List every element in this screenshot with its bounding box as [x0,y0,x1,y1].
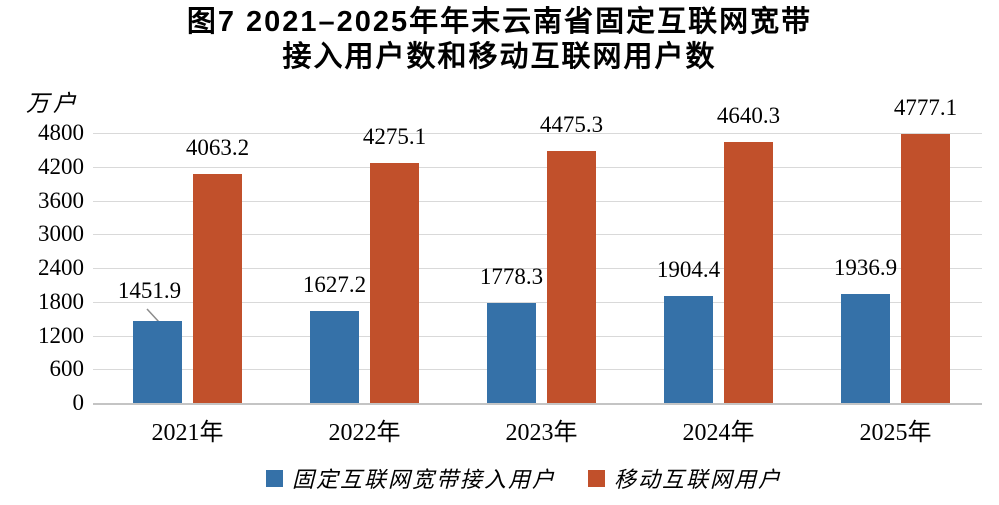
x-axis-label-2024年: 2024年 [682,420,755,446]
y-tick-label-600: 600 [49,356,85,381]
bar-mobile-internet-2025年 [901,134,950,403]
y-tick-label-1800: 1800 [38,289,84,314]
bar-value-label-mobile-2021年: 4063.2 [185,135,250,161]
x-axis-label-2021年: 2021年 [151,420,224,446]
gridline-2400 [93,268,982,269]
y-tick-label-3000: 3000 [38,221,84,246]
bar-mobile-internet-2023年 [547,151,596,403]
x-axis-label-2022年: 2022年 [328,420,401,446]
legend-label-fixed-broadband: 固定互联网宽带接入用户 [292,467,557,492]
bar-value-label-mobile-2022年: 4275.1 [362,123,427,149]
gridline-4800 [93,133,982,134]
chart-title-line-1: 图7 2021–2025年年末云南省固定互联网宽带 [186,6,813,38]
y-tick-label-4800: 4800 [38,120,84,145]
bar-fixed-broadband-2025年 [841,294,890,403]
gridline-1800 [93,302,982,303]
bar-value-label-fixed-2025年: 1936.9 [833,255,898,281]
y-tick-label-3600: 3600 [38,188,84,213]
y-tick-label-4200: 4200 [38,154,84,179]
x-axis-line [93,403,982,405]
bar-mobile-internet-2024年 [724,141,773,403]
legend-item-mobile-internet: 移动互联网用户 [588,465,783,492]
gridline-600 [93,369,982,370]
gridline-1200 [93,336,982,337]
bar-value-label-fixed-2022年: 1627.2 [302,272,367,298]
legend-swatch-mobile-internet [588,469,605,487]
bar-mobile-internet-2022年 [370,162,419,403]
bar-mobile-internet-2021年 [193,174,242,403]
gridline-3000 [93,234,982,235]
bar-fixed-broadband-2024年 [664,295,713,403]
legend-swatch-fixed-broadband [266,469,283,487]
x-axis-label-2023年: 2023年 [505,420,578,446]
bar-value-label-mobile-2023年: 4475.3 [539,112,604,138]
bar-fixed-broadband-2022年 [310,311,359,403]
label-leader-line [146,308,160,323]
bar-fixed-broadband-2021年 [133,321,182,403]
y-tick-label-2400: 2400 [38,255,84,280]
bar-value-label-mobile-2025年: 4777.1 [893,95,958,121]
y-tick-label-0: 0 [72,390,85,415]
gridline-3600 [93,201,982,202]
y-tick-label-1200: 1200 [38,323,84,348]
bar-fixed-broadband-2023年 [487,302,536,403]
chart-title-line-2: 接入用户数和移动互联网用户数 [282,41,717,73]
y-axis-unit-label: 万户 [26,91,80,116]
x-axis-label-2025年: 2025年 [859,420,932,446]
bar-value-label-fixed-2023年: 1778.3 [479,263,544,289]
bar-value-label-fixed-2021年: 1451.9 [117,278,182,304]
bar-value-label-fixed-2024年: 1904.4 [656,256,721,282]
legend-item-fixed-broadband: 固定互联网宽带接入用户 [266,465,557,492]
gridline-4200 [93,167,982,168]
bar-value-label-mobile-2024年: 4640.3 [716,102,781,128]
legend-label-mobile-internet: 移动互联网用户 [614,467,783,492]
